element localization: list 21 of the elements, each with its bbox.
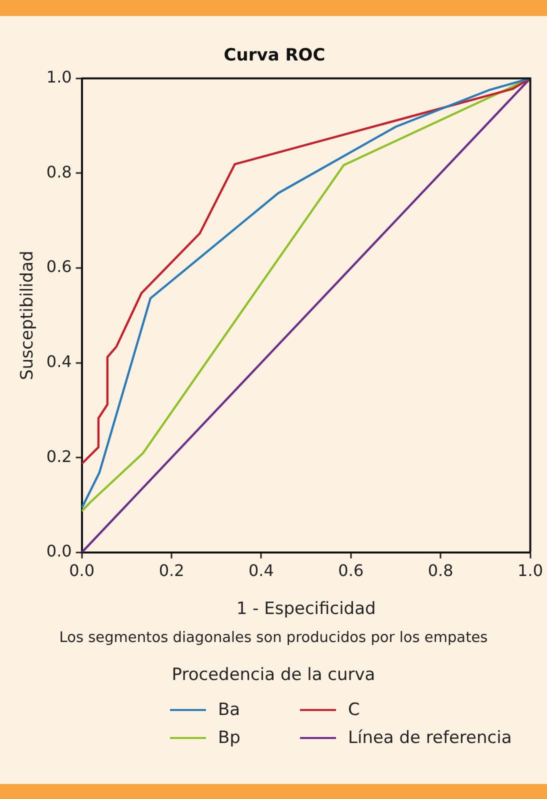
x-axis-title: 1 - Especificidad xyxy=(236,599,376,620)
y-tick-label: 0.0 xyxy=(46,542,72,561)
text: Los segmentos diagonales son producidos por los empates xyxy=(58,630,489,646)
legend-label: Bp xyxy=(218,728,240,748)
x-tick-label: 0.4 xyxy=(248,561,274,580)
y-tick-label: 0.4 xyxy=(46,352,72,371)
x-tick-label: 0.2 xyxy=(158,561,184,580)
x-tick-label: 0.0 xyxy=(69,561,95,580)
x-tick-label: 0.8 xyxy=(428,561,454,580)
legend-label: Línea de referencia xyxy=(348,728,512,748)
y-axis-title: Susceptibilidad xyxy=(18,250,38,380)
legend-title: Procedencia de la curva xyxy=(170,665,376,685)
y-tick-label: 1.0 xyxy=(46,68,72,87)
x-tick-label: 1.0 xyxy=(518,561,544,580)
legend-label: C xyxy=(348,700,360,720)
chart-title: Curva ROC xyxy=(224,46,326,66)
legend-label: Ba xyxy=(218,700,240,720)
y-tick-label: 0.8 xyxy=(46,162,72,182)
y-tick-label: 0.6 xyxy=(46,257,72,276)
y-tick-label: 0.2 xyxy=(46,446,72,466)
x-tick-label: 0.6 xyxy=(338,561,364,580)
